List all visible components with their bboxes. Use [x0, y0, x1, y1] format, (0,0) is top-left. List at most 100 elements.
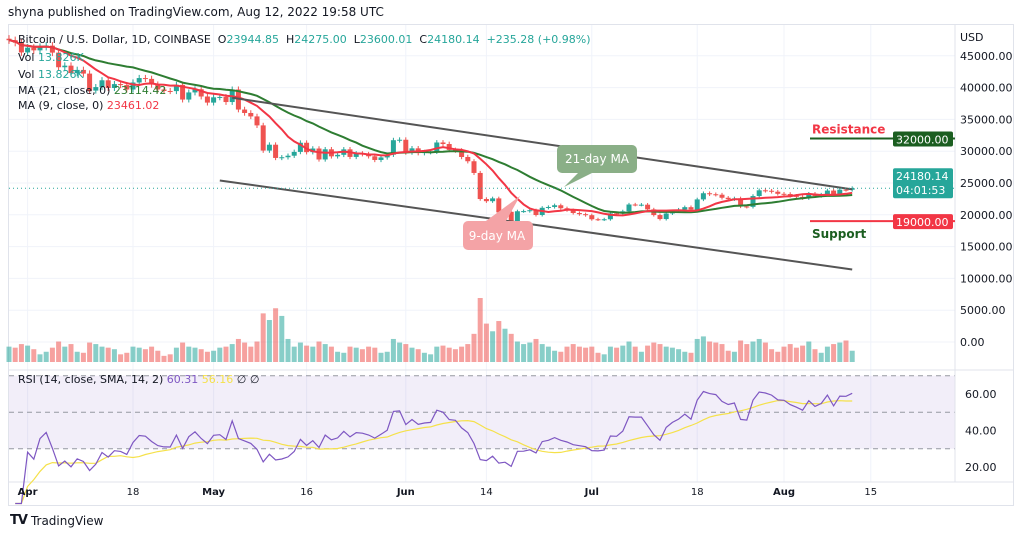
volume-bar	[328, 346, 334, 362]
price-tick-label: 35000.00	[960, 113, 1013, 126]
volume-bar	[242, 342, 248, 362]
volume-bar	[632, 346, 638, 362]
tradingview-logo-icon: 𝗧𝗩	[10, 513, 28, 528]
legend-ma21[interactable]: MA (21, close, 0) 23114.42	[18, 84, 166, 97]
chart-frame[interactable]	[8, 24, 1014, 506]
candle-body	[260, 125, 266, 151]
candle-body	[180, 84, 186, 100]
volume-bar	[638, 351, 644, 362]
change-value: +235.28 (+0.98%)	[486, 33, 591, 46]
time-tick-label: Jun	[396, 487, 415, 498]
support-label: Support	[812, 227, 867, 241]
candle-body	[521, 211, 527, 213]
volume-bar	[173, 347, 179, 362]
candle-body	[322, 149, 328, 160]
vol-value: 13.826K	[37, 51, 84, 64]
close-label: C	[419, 33, 428, 46]
symbol-name[interactable]: Bitcoin / U.S. Dollar, 1D, COINBASE	[18, 33, 211, 46]
candle-body	[583, 214, 589, 216]
volume-bar	[539, 344, 545, 362]
volume-bar	[595, 352, 601, 362]
volume-bar	[192, 347, 198, 362]
volume-bar	[775, 351, 781, 362]
price-tick-label: 40000.00	[960, 82, 1013, 95]
volume-bar	[347, 346, 353, 362]
candle-body	[105, 80, 111, 88]
vol-label: Vol	[18, 68, 35, 81]
candle-body	[645, 204, 651, 210]
ma21-label: MA (21, close, 0)	[18, 84, 111, 97]
time-tick-label: 16	[300, 487, 313, 498]
legend-rsi[interactable]: RSI (14, close, SMA, 14, 2) 60.31 56.16 …	[18, 373, 259, 386]
time-tick-label: Jul	[584, 487, 599, 498]
volume-bar	[198, 349, 204, 362]
volume-bar	[694, 338, 700, 362]
volume-bar	[397, 342, 403, 362]
candle-body	[353, 153, 359, 157]
volume-bar	[508, 333, 514, 362]
volume-bar	[514, 341, 520, 362]
candle-body	[725, 197, 731, 200]
volume-bar	[707, 341, 713, 362]
volume-bar	[359, 349, 365, 362]
volume-bar	[607, 346, 613, 362]
candle-body	[713, 194, 719, 196]
candle-body	[149, 78, 155, 85]
volume-bar	[824, 346, 830, 362]
candle-body	[738, 198, 744, 207]
price-tick-label: 5000.00	[960, 304, 1006, 317]
volume-bar	[428, 354, 434, 362]
volume-bar	[502, 328, 508, 362]
volume-bar	[483, 323, 489, 362]
volume-bar	[446, 347, 452, 362]
volume-bar	[260, 313, 266, 362]
volume-bar	[99, 346, 105, 362]
volume-bar	[297, 342, 303, 362]
volume-bar	[341, 352, 347, 362]
candle-body	[62, 65, 68, 68]
footer-brand[interactable]: 𝗧𝗩 TradingView	[10, 513, 103, 528]
resistance-price-badge-text: 32000.00	[896, 133, 949, 146]
rsi-tick-label: 40.00	[965, 425, 997, 438]
candle-body	[155, 84, 161, 90]
volume-bar	[793, 347, 799, 362]
volume-bar	[142, 349, 148, 362]
volume-bar	[186, 346, 192, 362]
candle-body	[198, 89, 204, 97]
volume-bar	[25, 345, 31, 362]
volume-bar	[68, 344, 74, 362]
volume-bar	[626, 341, 632, 362]
ma21-callout-text: 21-day MA	[565, 152, 630, 166]
brand-name: TradingView	[30, 513, 104, 528]
last-price-badge-text: 04:01:53	[896, 184, 945, 197]
volume-bar	[273, 308, 279, 362]
high-label: H	[285, 33, 295, 46]
volume-bar	[688, 352, 694, 362]
volume-bar	[564, 346, 570, 362]
candle-body	[483, 199, 489, 202]
candle-body	[496, 198, 502, 213]
rsi-tick-label: 60.00	[965, 388, 997, 401]
volume-bar	[254, 341, 260, 362]
candle-body	[49, 45, 55, 53]
volume-bar	[440, 345, 446, 362]
legend-vol-1[interactable]: Vol 13.826K	[18, 51, 84, 64]
volume-bar	[266, 320, 272, 362]
legend-vol-2[interactable]: Vol 13.826K	[18, 68, 84, 81]
candle-body	[173, 84, 179, 92]
ma9-label: MA (9, close, 0)	[18, 99, 104, 112]
candle-body	[682, 207, 688, 210]
candle-body	[775, 191, 781, 194]
volume-bar	[669, 347, 675, 362]
volume-bar	[279, 315, 285, 362]
volume-bar	[645, 345, 651, 362]
volume-bar	[533, 338, 539, 362]
legend-ma9[interactable]: MA (9, close, 0) 23461.02	[18, 99, 159, 112]
candle-body	[161, 89, 167, 91]
volume-bar	[837, 342, 843, 362]
volume-bar	[576, 346, 582, 362]
volume-bar	[769, 349, 775, 362]
volume-bar	[93, 344, 99, 362]
volume-bar	[781, 346, 787, 362]
